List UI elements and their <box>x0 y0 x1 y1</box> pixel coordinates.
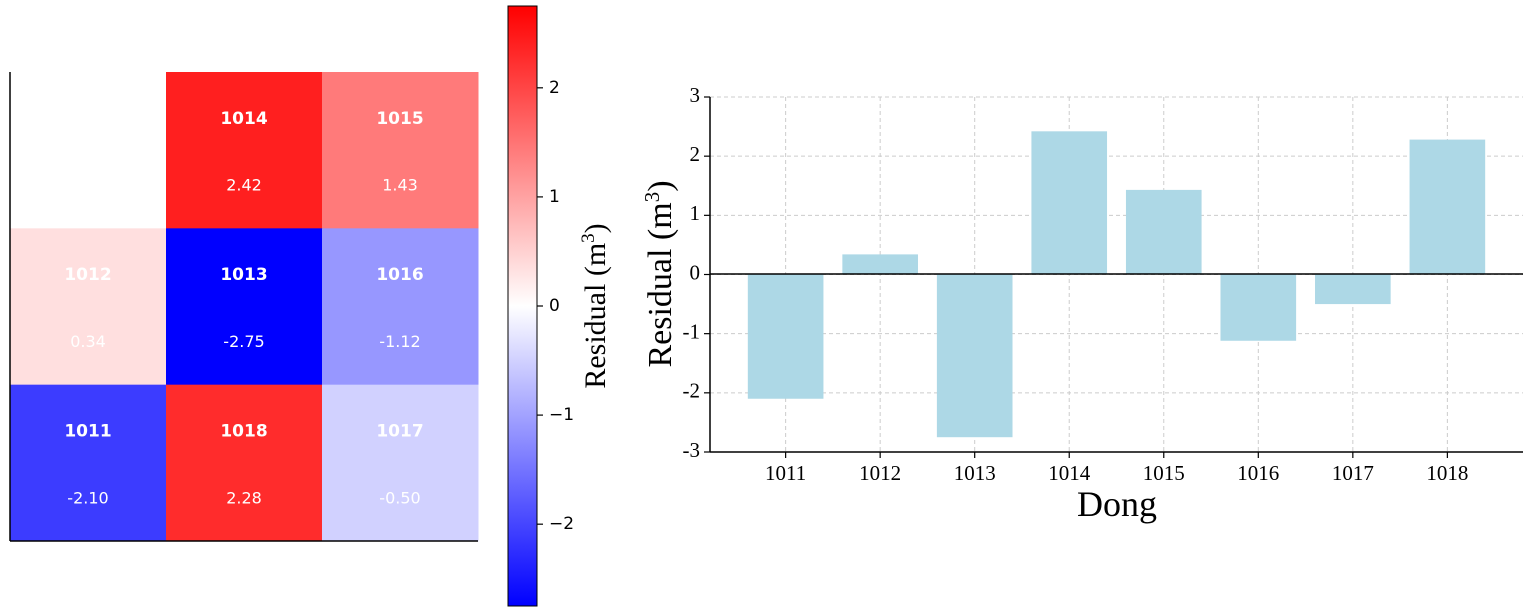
heatmap-cell-value: 0.34 <box>70 332 106 351</box>
heatmap-cell-fill <box>166 384 323 542</box>
heatmap-cell-label: 1013 <box>220 265 267 285</box>
heatmap-cell-fill <box>10 228 167 386</box>
heatmap-cell-fill <box>322 72 479 229</box>
y-tick-label: -1 <box>683 319 701 343</box>
colorbar-label: Residual (m3) <box>578 223 612 388</box>
x-tick-label: 1018 <box>1426 461 1468 485</box>
y-tick-label: 0 <box>690 260 701 284</box>
y-tick-label: 3 <box>690 83 701 107</box>
x-axis-label: Dong <box>1077 484 1157 524</box>
heatmap-cell-fill <box>322 384 479 542</box>
residual-heatmap: 1014 2.42 1015 1.43 1012 0.34 1013 -2.75 1016 -1.… <box>9 72 479 542</box>
x-tick-label: 1012 <box>859 461 901 485</box>
colorbar-tick-label: 1 <box>549 187 560 207</box>
heatmap-cell-label: 1012 <box>64 265 111 285</box>
heatmap-cell-label: 1016 <box>376 265 423 285</box>
bar-1015 <box>1125 189 1202 275</box>
bar-1011 <box>747 274 824 399</box>
heatmap-cell-1013: 1013 -2.75 <box>166 228 323 386</box>
bar-1012 <box>842 254 918 275</box>
x-tick-label: 1017 <box>1332 461 1374 485</box>
heatmap-cell-1011: 1011 -2.10 <box>10 384 167 542</box>
heatmap-cell-1015: 1015 1.43 <box>322 72 479 229</box>
colorbar-tick-label: 0 <box>549 296 560 316</box>
heatmap-cell-1012: 1012 0.34 <box>10 228 167 386</box>
y-tick-label: 1 <box>690 201 701 225</box>
heatmap-cell-1017: 1017 -0.50 <box>322 384 479 542</box>
x-tick-label: 1013 <box>954 461 996 485</box>
heatmap-cell-label: 1015 <box>376 109 423 129</box>
y-axis-label: Residual (m3) <box>640 180 679 367</box>
bar-1017 <box>1315 274 1391 305</box>
heatmap-cell-label: 1011 <box>64 422 111 442</box>
x-tick-label: 1014 <box>1048 461 1091 485</box>
y-tick-label: -2 <box>683 379 701 403</box>
heatmap-cell-fill <box>10 384 167 542</box>
heatmap-cell-value: 1.43 <box>382 176 418 195</box>
heatmap-cell-value: -2.75 <box>223 332 264 351</box>
bar-1013 <box>936 274 1013 438</box>
heatmap-cell-1018: 1018 2.28 <box>166 384 323 542</box>
residual-bar-chart: 3 2 1 0 -1 -2 -3 1011 1012 1013 1014 1015 1016 1017 1… <box>640 83 1523 524</box>
colorbar-tick-label: −2 <box>549 514 574 534</box>
x-tick-label: 1011 <box>765 461 806 485</box>
heatmap-cell-label: 1017 <box>376 422 423 442</box>
heatmap-cell-value: 2.28 <box>226 488 262 507</box>
colorbar-gradient <box>507 5 538 607</box>
x-tick-label: 1016 <box>1237 461 1279 485</box>
heatmap-cell-fill <box>166 228 323 386</box>
heatmap-cell-value: -1.12 <box>379 332 420 351</box>
heatmap-colorbar: 2 1 0 −1 −2 Residual (m3) <box>507 5 612 607</box>
heatmap-cell-1014: 1014 2.42 <box>166 72 323 229</box>
colorbar-tick-label: 2 <box>549 78 560 98</box>
y-tick-label: 2 <box>690 142 701 166</box>
heatmap-cell-fill <box>322 228 479 386</box>
colorbar-tick-label: −1 <box>549 405 574 425</box>
heatmap-cell-label: 1018 <box>220 422 267 442</box>
heatmap-cell-value: -0.50 <box>379 488 420 507</box>
bar-1016 <box>1220 274 1297 341</box>
bar-1014 <box>1031 131 1108 275</box>
bar-1018 <box>1409 139 1486 275</box>
y-tick-label: -3 <box>683 438 701 462</box>
heatmap-cell-label: 1014 <box>220 109 267 129</box>
heatmap-cell-1016: 1016 -1.12 <box>322 228 479 386</box>
heatmap-cell-value: -2.10 <box>67 488 108 507</box>
x-tick-label: 1015 <box>1143 461 1185 485</box>
heatmap-cell-value: 2.42 <box>226 176 262 195</box>
heatmap-cell-fill <box>166 72 323 229</box>
